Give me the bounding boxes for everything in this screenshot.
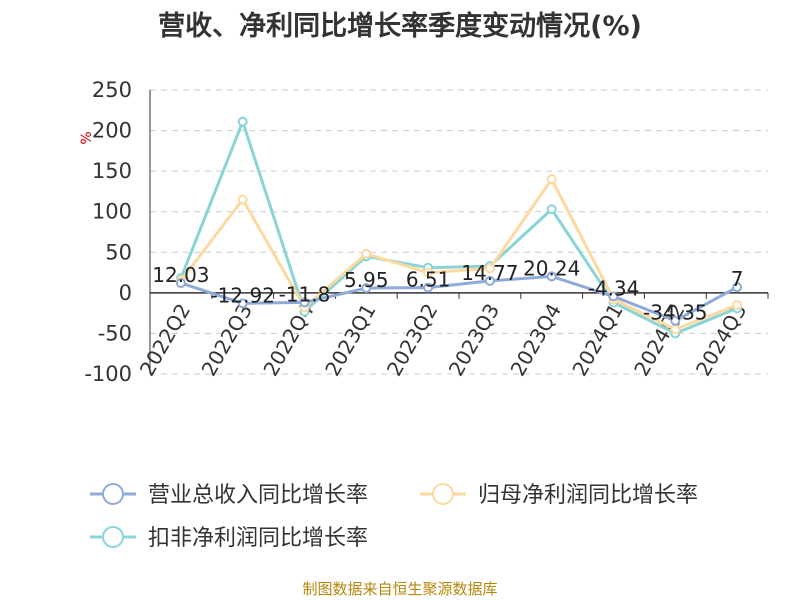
data-label: 5.95	[344, 268, 389, 292]
x-tick-label: 2023Q3	[444, 299, 504, 380]
data-point	[237, 194, 248, 205]
legend-marker	[102, 526, 124, 548]
legend-label: 归母净利润同比增长率	[478, 483, 698, 508]
data-point	[546, 204, 557, 215]
x-tick-label: 2023Q2	[382, 299, 442, 380]
data-point	[670, 324, 681, 335]
data-point	[361, 283, 372, 294]
data-point	[237, 298, 248, 309]
data-point	[732, 282, 743, 293]
data-point	[361, 248, 372, 259]
x-tick-label: 2023Q1	[320, 299, 380, 380]
data-label: 12.03	[152, 263, 209, 287]
data-point	[175, 278, 186, 289]
data-point	[484, 263, 495, 274]
data-labels: 12.03-12.92 -11.8 5.95 6.51 14.77 20.24 -4.34-…	[152, 256, 743, 324]
legend-item[interactable]: 营业总收入同比增长率	[90, 483, 368, 508]
y-axis-label: %	[79, 131, 95, 144]
x-tick-label: 2022Q2	[135, 299, 195, 380]
y-tick-label: 200	[92, 119, 132, 143]
data-label: 7	[731, 267, 744, 291]
series-line	[179, 177, 738, 331]
data-point	[608, 291, 619, 302]
y-tick-label: 150	[92, 159, 132, 183]
source-note: 制图数据来自恒生聚源数据库	[302, 580, 498, 598]
data-point	[546, 271, 557, 282]
y-tick-label: 50	[105, 240, 132, 264]
legend-item[interactable]: 扣非净利润同比增长率	[90, 526, 368, 551]
legend-marker	[432, 483, 454, 505]
data-label: 6.51	[406, 268, 451, 292]
legend-label: 营业总收入同比增长率	[148, 483, 368, 508]
x-tick-label: 2023Q4	[506, 299, 566, 380]
data-point	[237, 116, 248, 127]
data-label: -12.92	[210, 283, 274, 307]
y-tick-label: 100	[92, 200, 132, 224]
data-point	[299, 297, 310, 308]
y-tick-label: -100	[84, 362, 132, 386]
legend-item[interactable]: 归母净利润同比增长率	[420, 483, 698, 508]
data-label: -4.34	[588, 276, 640, 300]
axes: -100 -50 0 50 100 150 200 250% 2022Q2 2022Q3 2022Q…	[79, 78, 769, 386]
series-line	[180, 274, 738, 323]
legend-marker	[102, 483, 124, 505]
data-point	[423, 282, 434, 293]
data-point	[423, 267, 434, 278]
series-line	[179, 120, 738, 335]
chart-title: 营收、净利同比增长率季度变动情况(%)	[158, 11, 642, 42]
data-point	[484, 275, 495, 286]
data-point	[732, 300, 743, 311]
data-label: -34.35	[643, 301, 707, 325]
data-point	[546, 174, 557, 185]
y-tick-label: 0	[119, 281, 132, 305]
grid	[150, 89, 768, 375]
x-tick-label: 2024Q1	[567, 299, 627, 380]
x-tick-label: 2022Q4	[258, 299, 318, 380]
data-label: 20.24	[523, 256, 580, 280]
data-point	[670, 315, 681, 326]
legend-label: 扣非净利润同比增长率	[148, 526, 368, 551]
y-tick-label: 250	[92, 78, 132, 102]
series-lines	[175, 116, 743, 339]
y-tick-label: -50	[98, 321, 132, 345]
data-label: -11.8	[279, 282, 331, 306]
x-tick-label: 2022Q3	[197, 299, 257, 380]
data-label: 14.77	[461, 261, 518, 285]
